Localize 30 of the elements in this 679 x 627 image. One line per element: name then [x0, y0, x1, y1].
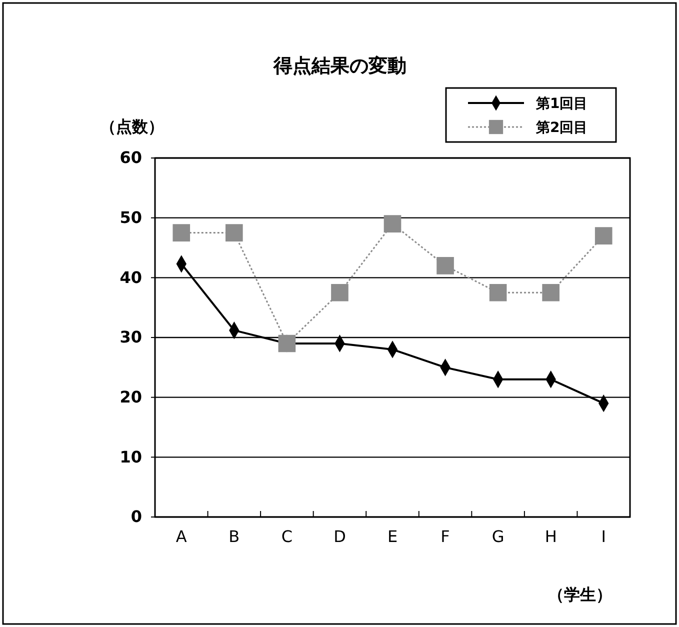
y-tick-label: 0: [130, 507, 142, 526]
x-tick-label: F: [440, 527, 450, 546]
y-tick-label: 40: [120, 268, 142, 287]
point: [384, 215, 402, 232]
legend-label: 第2回目: [535, 120, 588, 136]
x-tick-label: H: [544, 527, 557, 546]
y-tick-label: 20: [120, 387, 142, 406]
point: [226, 224, 243, 242]
point: [331, 284, 348, 302]
point: [542, 284, 560, 302]
y-tick-label: 30: [120, 328, 142, 347]
x-axis-title: （学生）: [548, 585, 612, 604]
point: [172, 224, 190, 242]
x-tick-label: D: [334, 527, 346, 546]
x-tick-label: G: [492, 527, 504, 546]
x-tick-label: B: [228, 527, 240, 546]
point: [489, 284, 507, 302]
x-tick-label: I: [601, 527, 606, 546]
point: [436, 257, 454, 274]
x-tick-label: E: [387, 527, 398, 546]
chart-title: 得点結果の変動: [272, 55, 406, 77]
y-axis-title: （点数）: [100, 117, 164, 136]
legend-label: 第1回目: [535, 96, 588, 112]
x-tick-label: A: [176, 527, 187, 546]
y-tick-label: 10: [120, 447, 142, 466]
y-tick-label: 60: [120, 148, 142, 168]
point: [278, 334, 296, 352]
x-tick-label: C: [281, 527, 293, 546]
y-tick-label: 50: [120, 208, 142, 227]
point: [594, 227, 612, 244]
